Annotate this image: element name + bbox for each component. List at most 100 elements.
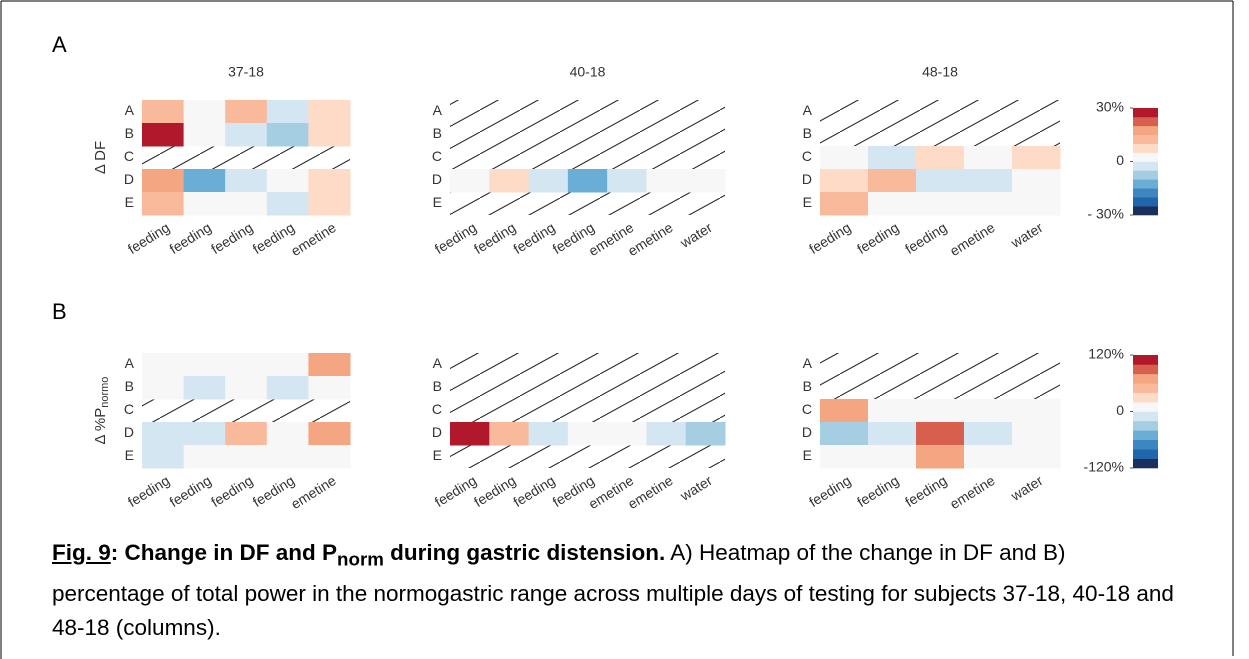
panel-label: B (52, 299, 67, 324)
heatmap-cell (685, 169, 726, 193)
heatmap-cell (308, 100, 351, 124)
heatmap-cell (142, 100, 185, 124)
colorbar-swatch (1133, 355, 1158, 365)
heatmap-cell (489, 169, 530, 193)
y-axis-label: Δ %Pnormo (92, 377, 111, 445)
colorbar-swatch (1133, 373, 1158, 384)
column-label: feeding (854, 472, 901, 510)
row-label: D (432, 171, 442, 187)
row-label: D (802, 171, 812, 187)
heatmap-cell (820, 399, 869, 423)
heatmap-cell (142, 422, 185, 446)
heatmap-cell (646, 422, 687, 446)
heatmap-cell (528, 422, 569, 446)
heatmap-cell (308, 376, 351, 400)
heatmap-cell (820, 445, 869, 469)
heatmap-cell (1012, 146, 1061, 170)
heatmap-cell (308, 445, 351, 469)
colorbar-swatch (1133, 402, 1158, 412)
heatmap-cell (916, 192, 965, 216)
heatmap-cell (142, 169, 185, 193)
row-label: B (803, 125, 812, 141)
colorbar-tick-label: - 30% (1087, 206, 1124, 222)
column-label: feeding (125, 472, 172, 510)
row-label: D (124, 171, 134, 187)
heatmap-cell (964, 169, 1013, 193)
row-label: C (802, 401, 812, 417)
heatmap-cell (964, 192, 1013, 216)
y-axis-label: Δ DF (92, 141, 109, 174)
column-label: feeding (902, 219, 949, 257)
row-label: B (433, 125, 442, 141)
colorbar-tick-label: 30% (1096, 99, 1124, 115)
heatmap-cell (567, 422, 608, 446)
row-label: E (125, 447, 134, 463)
caption-title: Change in DF and P (124, 540, 338, 565)
fig-label: Fig. 9 (52, 540, 111, 565)
heatmap-cell (225, 422, 268, 446)
heatmap-cell (646, 169, 687, 193)
heatmap-cell (685, 422, 726, 446)
row-label: E (433, 447, 442, 463)
column-label: water (1007, 472, 1046, 504)
colorbar-swatch (1133, 170, 1158, 180)
column-label: feeding (510, 472, 557, 510)
colorbar-swatch (1133, 134, 1158, 144)
column-label: feeding (902, 472, 949, 510)
row-label: E (125, 194, 134, 210)
colorbar-swatch (1133, 430, 1158, 441)
row-label: B (125, 378, 134, 394)
heatmap-cell (868, 146, 917, 170)
column-label: feeding (208, 219, 255, 257)
column-label: emetine (625, 472, 676, 512)
heatmap-cell (183, 100, 226, 124)
colorbar-swatch (1133, 161, 1158, 171)
heatmap-cell (266, 192, 309, 216)
column-label: feeding (510, 219, 557, 257)
row-label: D (432, 424, 442, 440)
column-label: feeding (432, 219, 479, 257)
heatmap-cell (1012, 445, 1061, 469)
heatmap-cell (450, 169, 490, 193)
colorbar-swatch (1133, 108, 1158, 118)
heatmap-cell (528, 169, 569, 193)
heatmap-cell (916, 169, 965, 193)
row-label: A (125, 355, 135, 371)
colorbar-swatch (1133, 206, 1158, 216)
column-label: feeding (167, 219, 214, 257)
column-label: feeding (471, 472, 518, 510)
column-label: feeding (471, 219, 518, 257)
row-label: B (433, 378, 442, 394)
heatmap-cell (142, 123, 185, 147)
heatmap-cell (450, 422, 490, 446)
heatmap-cell (308, 422, 351, 446)
heatmap-cell (183, 376, 226, 400)
column-label: emetine (947, 472, 998, 512)
colorbar-tick-label: -120% (1084, 459, 1124, 475)
row-label: C (124, 401, 134, 417)
heatmap-cell (266, 445, 309, 469)
colorbar-swatch (1133, 125, 1158, 136)
heatmap-cell (1012, 399, 1061, 423)
heatmap-cell (266, 169, 309, 193)
heatmap-cell (916, 399, 965, 423)
heatmap-cell (142, 376, 185, 400)
heatmap-cell (1012, 169, 1061, 193)
heatmap-cell (183, 192, 226, 216)
heatmap-cell (142, 445, 185, 469)
column-label: feeding (250, 472, 297, 510)
row-label: A (125, 102, 135, 118)
colorbar-swatch (1133, 364, 1158, 375)
y-label-text: Δ DF (92, 141, 109, 174)
heatmap-cell (868, 169, 917, 193)
heatmap-cell (868, 445, 917, 469)
column-label: water (677, 472, 716, 504)
heatmap-cell (225, 192, 268, 216)
heatmap-cell (183, 422, 226, 446)
row-label: A (803, 102, 813, 118)
heatmap-cell (820, 192, 869, 216)
row-label: A (803, 355, 813, 371)
caption-title-sub: norm (337, 548, 384, 570)
